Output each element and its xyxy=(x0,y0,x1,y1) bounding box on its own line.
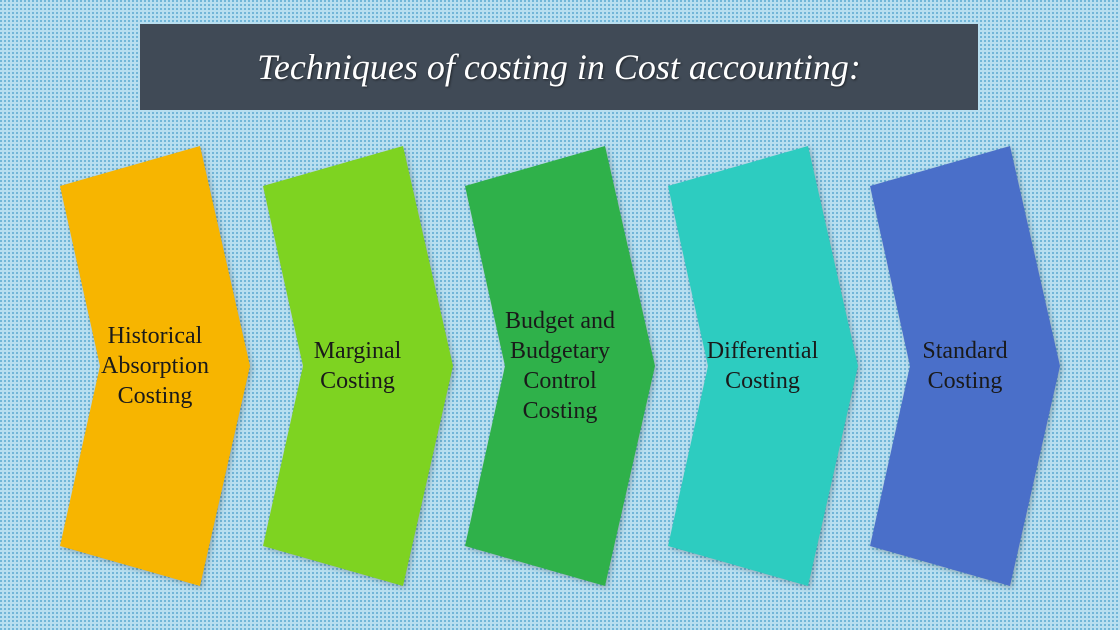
page-title: Techniques of costing in Cost accounting… xyxy=(257,46,861,88)
technique-label: Differential Costing xyxy=(688,336,838,396)
technique-item: Standard Costing xyxy=(870,146,1060,586)
technique-label: Historical Absorption Costing xyxy=(80,321,230,411)
technique-item: Budget and Budgetary Control Costing xyxy=(465,146,655,586)
technique-label: Budget and Budgetary Control Costing xyxy=(485,306,635,426)
technique-item: Historical Absorption Costing xyxy=(60,146,250,586)
title-bar: Techniques of costing in Cost accounting… xyxy=(140,24,978,110)
technique-item: Marginal Costing xyxy=(263,146,453,586)
technique-label: Marginal Costing xyxy=(283,336,433,396)
technique-label: Standard Costing xyxy=(890,336,1040,396)
technique-item: Differential Costing xyxy=(668,146,858,586)
techniques-row: Historical Absorption Costing Marginal C… xyxy=(60,146,1060,586)
